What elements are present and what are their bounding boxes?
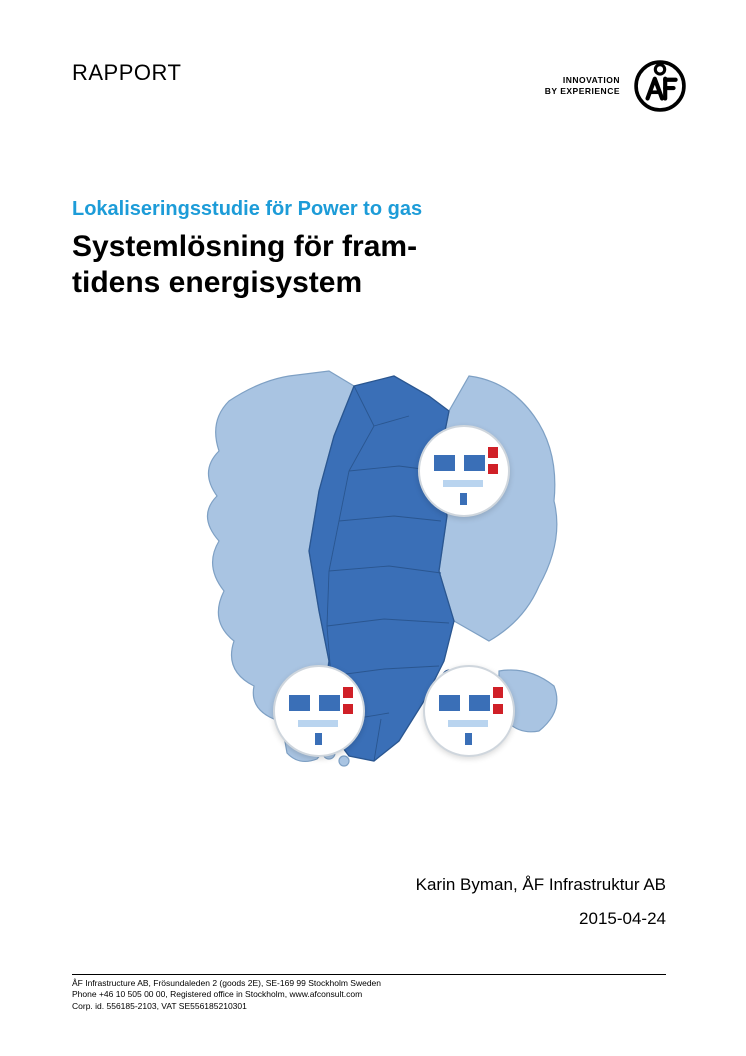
tagline: INNOVATION BY EXPERIENCE xyxy=(545,75,620,97)
scandinavia-map xyxy=(169,341,589,781)
title-line-2: tidens energisystem xyxy=(72,265,686,301)
map-callout-southeast xyxy=(423,665,515,757)
map-callout-north xyxy=(418,425,510,517)
author-line: Karin Byman, ÅF Infrastruktur AB xyxy=(416,868,666,902)
header: RAPPORT INNOVATION BY EXPERIENCE xyxy=(72,60,686,112)
af-logo-icon xyxy=(634,60,686,112)
map-callout-southwest xyxy=(273,665,365,757)
footer: ÅF Infrastructure AB, Frösundaleden 2 (g… xyxy=(72,974,666,1012)
footer-line-3: Corp. id. 556185-2103, VAT SE55618521030… xyxy=(72,1001,666,1012)
tagline-line-1: INNOVATION xyxy=(545,75,620,86)
footer-line-1: ÅF Infrastructure AB, Frösundaleden 2 (g… xyxy=(72,978,666,989)
footer-line-2: Phone +46 10 505 00 00, Registered offic… xyxy=(72,989,666,1000)
main-title: Systemlösning för fram- tidens energisys… xyxy=(72,229,686,301)
report-date: 2015-04-24 xyxy=(416,902,666,936)
logo-block: INNOVATION BY EXPERIENCE xyxy=(545,60,686,112)
document-type: RAPPORT xyxy=(72,60,181,86)
subtitle: Lokaliseringsstudie för Power to gas xyxy=(72,198,686,221)
tagline-line-2: BY EXPERIENCE xyxy=(545,86,620,97)
author-block: Karin Byman, ÅF Infrastruktur AB 2015-04… xyxy=(416,868,666,936)
report-cover-page: RAPPORT INNOVATION BY EXPERIENCE xyxy=(0,0,746,1056)
title-line-1: Systemlösning för fram- xyxy=(72,229,686,265)
